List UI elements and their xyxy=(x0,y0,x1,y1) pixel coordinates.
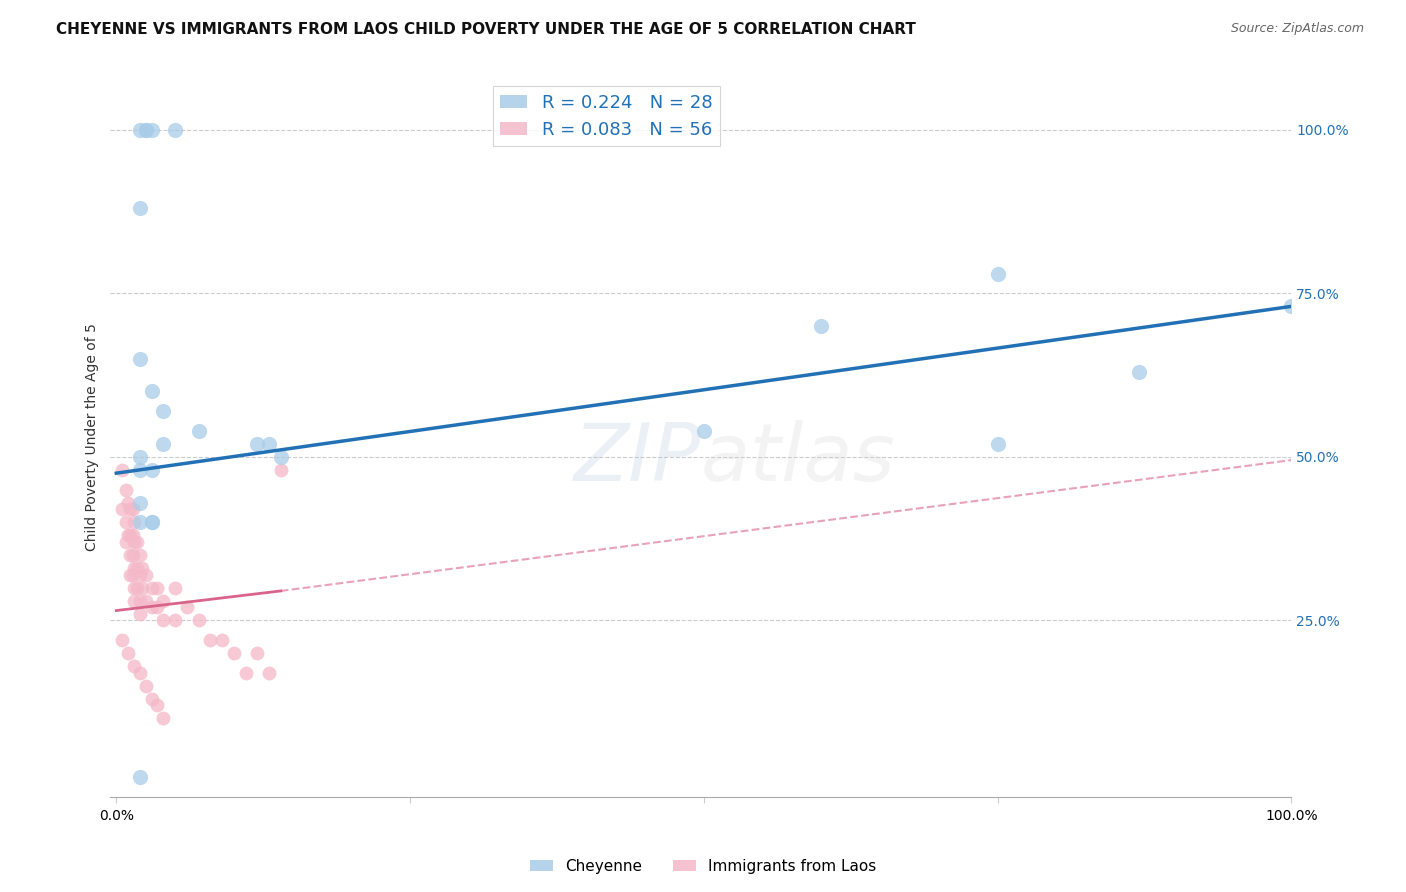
Point xyxy=(111,502,134,516)
Point xyxy=(127,534,149,549)
Point xyxy=(117,495,139,509)
Point xyxy=(141,122,163,136)
Point xyxy=(152,404,174,418)
Y-axis label: Child Poverty Under the Age of 5: Child Poverty Under the Age of 5 xyxy=(86,323,100,551)
Point xyxy=(128,567,150,582)
Point xyxy=(128,548,150,562)
Point xyxy=(127,581,149,595)
Point xyxy=(121,567,143,582)
Point xyxy=(257,436,280,450)
Point xyxy=(987,267,1010,281)
Text: CHEYENNE VS IMMIGRANTS FROM LAOS CHILD POVERTY UNDER THE AGE OF 5 CORRELATION CH: CHEYENNE VS IMMIGRANTS FROM LAOS CHILD P… xyxy=(56,22,917,37)
Point xyxy=(693,424,716,438)
Point xyxy=(141,581,163,595)
Point xyxy=(114,483,136,497)
Point xyxy=(146,698,169,713)
Point xyxy=(117,528,139,542)
Point xyxy=(122,581,145,595)
Point xyxy=(128,515,150,529)
Text: atlas: atlas xyxy=(700,420,896,498)
Point xyxy=(127,561,149,575)
Point xyxy=(187,424,209,438)
Point xyxy=(200,632,222,647)
Point xyxy=(128,351,150,366)
Point xyxy=(163,581,186,595)
Point xyxy=(128,463,150,477)
Point xyxy=(810,318,832,333)
Point xyxy=(128,201,150,215)
Point xyxy=(131,561,153,575)
Point xyxy=(120,548,142,562)
Point xyxy=(141,463,163,477)
Point xyxy=(111,632,134,647)
Point xyxy=(163,613,186,627)
Point xyxy=(128,770,150,784)
Point xyxy=(135,122,157,136)
Point xyxy=(128,122,150,136)
Point xyxy=(257,665,280,680)
Point xyxy=(246,436,269,450)
Point xyxy=(122,515,145,529)
Point xyxy=(128,593,150,607)
Point xyxy=(270,450,292,464)
Point xyxy=(187,613,209,627)
Point xyxy=(141,515,163,529)
Point xyxy=(211,632,233,647)
Point xyxy=(152,613,174,627)
Point xyxy=(270,463,292,477)
Text: Source: ZipAtlas.com: Source: ZipAtlas.com xyxy=(1230,22,1364,36)
Point xyxy=(122,593,145,607)
Point xyxy=(128,495,150,509)
Point xyxy=(1128,365,1150,379)
Point xyxy=(128,607,150,621)
Point xyxy=(1279,299,1302,313)
Point xyxy=(222,646,245,660)
Point xyxy=(121,502,143,516)
Point xyxy=(135,567,157,582)
Point xyxy=(146,600,169,615)
Point xyxy=(131,581,153,595)
Point xyxy=(152,593,174,607)
Point xyxy=(128,665,150,680)
Point xyxy=(122,659,145,673)
Point xyxy=(121,528,143,542)
Point xyxy=(152,436,174,450)
Point xyxy=(141,691,163,706)
Point xyxy=(122,534,145,549)
Point xyxy=(246,646,269,660)
Point xyxy=(987,436,1010,450)
Point xyxy=(114,515,136,529)
Point xyxy=(122,561,145,575)
Point xyxy=(141,515,163,529)
Text: ZIP: ZIP xyxy=(574,420,700,498)
Point xyxy=(146,581,169,595)
Point xyxy=(176,600,198,615)
Point xyxy=(135,122,157,136)
Point xyxy=(120,567,142,582)
Point xyxy=(235,665,257,680)
Point xyxy=(141,384,163,399)
Point xyxy=(135,679,157,693)
Point xyxy=(120,528,142,542)
Point xyxy=(111,463,134,477)
Point xyxy=(120,502,142,516)
Point xyxy=(114,534,136,549)
Legend: R = 0.224   N = 28, R = 0.083   N = 56: R = 0.224 N = 28, R = 0.083 N = 56 xyxy=(494,87,720,146)
Point xyxy=(135,593,157,607)
Point xyxy=(117,646,139,660)
Legend: Cheyenne, Immigrants from Laos: Cheyenne, Immigrants from Laos xyxy=(524,853,882,880)
Point xyxy=(121,548,143,562)
Point xyxy=(163,122,186,136)
Point xyxy=(141,600,163,615)
Point xyxy=(152,711,174,725)
Point xyxy=(128,450,150,464)
